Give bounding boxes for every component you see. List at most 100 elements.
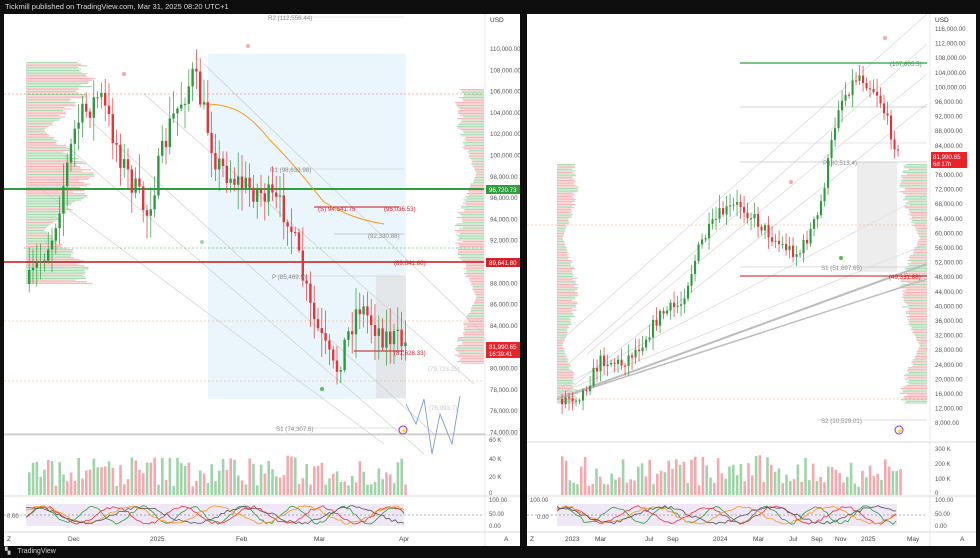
time-label: Dec — [68, 536, 80, 543]
candle-body — [145, 210, 149, 216]
volume-bar — [123, 484, 126, 495]
profile-bar — [26, 98, 71, 100]
osc-left-value: 0.00 — [537, 515, 549, 521]
profile-bar — [470, 308, 484, 310]
candle-body — [248, 177, 251, 188]
profile-bar — [454, 101, 484, 103]
profile-bar — [907, 368, 927, 370]
profile-bar — [557, 223, 569, 225]
left-chart-pane[interactable]: ⚡ R2 (112,556.44) R1 (98,633.98) P (85,4… — [4, 14, 520, 546]
candle-body — [282, 195, 285, 223]
profile-bar — [26, 148, 71, 150]
price-axis-label: 78,000.00 — [490, 387, 518, 394]
profile-bar — [464, 273, 484, 275]
oscillator-line — [25, 505, 405, 525]
volume-bar — [743, 481, 746, 495]
candle-body — [897, 149, 900, 151]
profile-bar — [456, 103, 484, 105]
candle-body — [876, 91, 879, 96]
candle-body — [718, 208, 721, 219]
candle-body — [62, 186, 65, 214]
profile-bar — [473, 181, 484, 183]
right-chart-pane[interactable]: ⚡ (107,805.5) P (80,513.4) S1 (51,697.65… — [527, 14, 976, 546]
profile-bar — [908, 380, 927, 382]
profile-bar — [465, 263, 484, 265]
profile-bar — [463, 148, 484, 150]
profile-bar — [900, 183, 927, 185]
profile-bar — [26, 212, 67, 214]
profile-bar — [26, 150, 71, 152]
volume-bar — [73, 480, 77, 495]
axis-mode-button[interactable]: A — [960, 536, 965, 543]
profile-bar — [458, 337, 484, 339]
volume-bar — [370, 484, 373, 495]
attribution-bar: Tickmill published on TradingView.com, M… — [0, 0, 980, 14]
candle-body — [606, 364, 609, 366]
candle-body — [400, 329, 403, 347]
axis-mode-button[interactable]: A — [504, 536, 509, 543]
candle-body — [176, 108, 179, 114]
profile-bar — [26, 159, 74, 161]
profile-bar — [26, 81, 89, 83]
price-axis[interactable]: 116,000.00 112,000.00 108,000.00 104,000.00… — [935, 26, 967, 427]
profile-bar — [557, 256, 571, 258]
candle-body — [392, 330, 396, 345]
volume-profile-right — [899, 164, 927, 404]
volume-axis-label: 300 K — [935, 447, 951, 453]
profile-bar — [26, 199, 81, 201]
profile-bar — [908, 308, 927, 310]
candle-body — [806, 239, 809, 244]
price-axis-label: 104,000.00 — [935, 70, 967, 77]
volume-bar — [697, 485, 701, 495]
profile-bar — [557, 391, 574, 393]
profile-bar — [26, 172, 95, 174]
volume-bar — [248, 458, 251, 495]
profile-bar — [471, 162, 484, 164]
range-highlight — [208, 54, 406, 399]
volume-bar — [96, 467, 99, 495]
profile-bar — [26, 238, 53, 240]
profile-bar — [914, 247, 927, 249]
zone-label[interactable]: Z — [530, 536, 534, 543]
tradingview-logo[interactable]: ▚ — [5, 548, 11, 555]
candle-body — [309, 283, 312, 303]
zone-label[interactable]: Z — [7, 536, 11, 543]
candle-body — [305, 280, 308, 284]
price-axis[interactable]: 110,000.00 108,000.00 106,000.00 104,000.00… — [490, 46, 520, 436]
profile-bar — [557, 386, 573, 388]
candle-body — [316, 319, 320, 329]
profile-bar — [26, 66, 79, 68]
price-axis-label: 88,000.00 — [935, 128, 963, 135]
pivot-label: (95,036.53) — [384, 206, 416, 213]
profile-bar — [557, 367, 569, 369]
profile-bar — [557, 245, 566, 247]
profile-bar — [557, 212, 571, 214]
candle-body — [294, 231, 297, 233]
profile-bar — [557, 228, 566, 230]
price-axis-label: 52,000.00 — [935, 260, 963, 267]
candle-body — [823, 187, 826, 202]
candle-body — [195, 68, 198, 72]
profile-bar — [557, 312, 573, 314]
candle-body — [683, 298, 686, 305]
candle-body — [676, 305, 679, 307]
profile-bar — [557, 192, 574, 194]
profile-bar — [557, 236, 564, 238]
profile-bar — [557, 282, 576, 284]
candle-body — [244, 177, 247, 189]
left-chart[interactable]: ⚡ R2 (112,556.44) R1 (98,633.98) P (85,4… — [4, 14, 520, 546]
flash-icon[interactable] — [894, 425, 904, 435]
profile-bar — [26, 175, 95, 177]
oscillator-line — [556, 505, 897, 525]
candle-body — [781, 243, 784, 245]
profile-bar — [914, 223, 927, 225]
volume-bar — [705, 465, 708, 495]
profile-bar — [908, 314, 927, 316]
right-chart[interactable]: ⚡ (107,805.5) P (80,513.4) S1 (51,697.65… — [527, 14, 976, 546]
profile-bar — [912, 365, 927, 367]
r1-label: R1 (98,633.98) — [270, 167, 311, 174]
price-axis-label: 36,000.00 — [935, 318, 963, 325]
price-axis-label: 12,000.00 — [935, 406, 963, 413]
volume-bar — [381, 479, 384, 495]
profile-bar — [455, 349, 484, 351]
